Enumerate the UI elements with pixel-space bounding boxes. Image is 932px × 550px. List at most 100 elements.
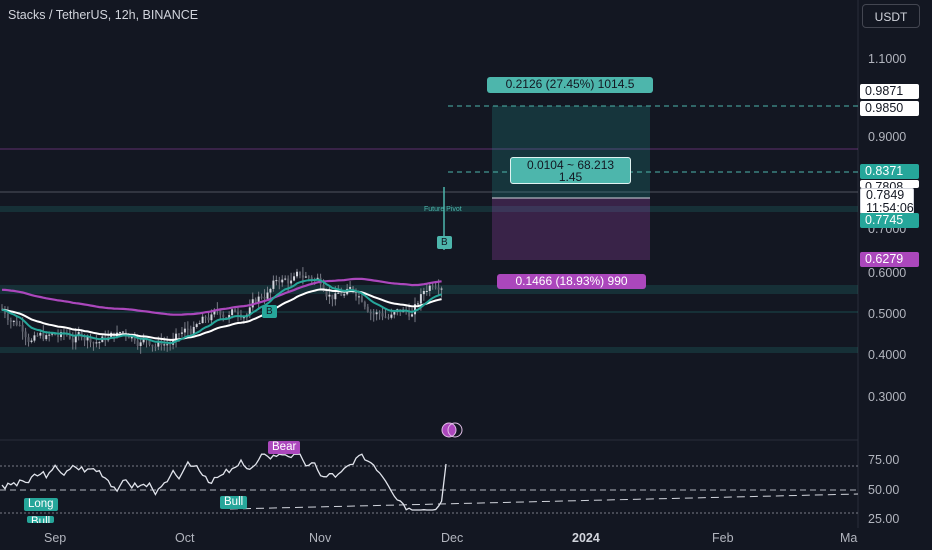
candle-body: [54, 333, 57, 336]
ma-mid-line: [1, 288, 442, 341]
candle-body: [201, 316, 204, 324]
time-tick: 2024: [572, 531, 600, 545]
candle-body: [121, 331, 124, 333]
candle-body: [24, 331, 27, 338]
currency-button[interactable]: USDT: [862, 4, 920, 28]
rsi-tick: 75.00: [868, 453, 900, 467]
candle-body: [27, 337, 30, 342]
chart-title: Stacks / TetherUS, 12h, BINANCE: [8, 8, 199, 22]
candle-body: [290, 280, 293, 284]
candle-body: [419, 294, 422, 304]
candle-body: [263, 296, 266, 299]
rsi-tick: 50.00: [868, 483, 900, 497]
candle-body: [269, 288, 272, 293]
candle-body: [234, 309, 237, 313]
rsi-trend-line: [229, 493, 859, 510]
target-label[interactable]: 0.2126 (27.45%) 1014.5: [487, 77, 653, 93]
candle-body: [189, 328, 192, 334]
candle-body: [434, 286, 437, 288]
price-tag-hidden: 0.7808: [860, 180, 919, 188]
candle-body: [237, 312, 239, 315]
candle-body: [98, 342, 101, 344]
candle-body: [349, 286, 352, 289]
candle-body: [119, 332, 121, 334]
candle-body: [157, 340, 160, 347]
zone-band: [0, 206, 858, 212]
candle-body: [408, 310, 411, 317]
candle-body: [375, 312, 378, 315]
candle-body: [57, 335, 60, 337]
candle-body: [440, 288, 443, 290]
candle-body: [381, 313, 384, 317]
candle-body: [33, 335, 36, 341]
candle-body: [231, 309, 234, 316]
candle-body: [124, 331, 127, 335]
candle-body: [296, 271, 298, 277]
position-center-label[interactable]: 0.0104 ~ 68.213 1.45: [510, 157, 631, 184]
candle-body: [325, 291, 328, 297]
time-tick: Ma: [840, 531, 858, 545]
price-tick: 1.1000: [868, 52, 907, 66]
candle-body: [154, 346, 157, 348]
time-tick: Dec: [441, 531, 464, 545]
candle-body: [340, 292, 343, 296]
candle-body: [363, 301, 366, 307]
candle-body: [180, 332, 183, 334]
candle-body: [207, 317, 210, 321]
candle-body: [378, 312, 381, 314]
candle-body: [337, 292, 340, 294]
candle-body: [316, 277, 319, 280]
candle-body: [139, 342, 142, 346]
candle-body: [228, 315, 231, 319]
candle-body: [183, 328, 186, 333]
stop-zone: [492, 198, 650, 260]
candle-body: [3, 309, 6, 314]
candle-body: [310, 277, 313, 281]
candle-body: [169, 344, 172, 346]
price-tag-stop: 0.6279: [860, 252, 919, 267]
time-tick: Nov: [309, 531, 332, 545]
candle-body: [21, 325, 24, 332]
candle-body: [9, 319, 12, 322]
time-tick: Oct: [175, 531, 195, 545]
position-rr: 1.45: [558, 170, 583, 184]
price-tag-target-2: 0.9850: [860, 101, 919, 116]
price-tag-support: 0.7745: [860, 213, 919, 228]
candle-body: [357, 296, 360, 298]
candle-body: [18, 324, 21, 326]
candle-body: [1, 308, 3, 310]
candle-body: [307, 276, 310, 278]
candle-body: [225, 317, 228, 319]
target-zone: [492, 106, 650, 198]
candle-body: [369, 311, 372, 314]
candle-body: [48, 334, 51, 336]
rsi-bull-label-2: Bull: [27, 516, 55, 523]
time-tick: Feb: [712, 531, 734, 545]
candle-body: [281, 279, 284, 283]
candle-body: [130, 336, 133, 339]
candle-body: [77, 332, 80, 336]
price-tick: 0.4000: [868, 348, 907, 362]
candle-body: [266, 292, 269, 299]
candle-body: [45, 335, 48, 340]
position-ratio: 0.0104 ~ 68.213: [526, 158, 615, 172]
candle-body: [414, 304, 416, 315]
candle-body: [287, 278, 290, 284]
candle-body: [195, 324, 198, 327]
candle-body: [204, 316, 207, 318]
price-tag-target: 0.9871: [860, 84, 919, 99]
candle-body: [142, 338, 145, 343]
candle-body: [74, 335, 77, 343]
candle-body: [304, 276, 307, 278]
candle-body: [355, 290, 357, 297]
candle-body: [390, 314, 393, 318]
candle-body: [210, 314, 213, 321]
candle-body: [360, 296, 363, 302]
candle-body: [148, 340, 151, 345]
candle-body: [92, 342, 95, 344]
rsi-long-label: Long: [24, 498, 58, 511]
stop-label[interactable]: 0.1466 (18.93%) 990: [497, 274, 646, 289]
candle-body: [163, 344, 166, 346]
ma-slow-line: [1, 277, 442, 316]
